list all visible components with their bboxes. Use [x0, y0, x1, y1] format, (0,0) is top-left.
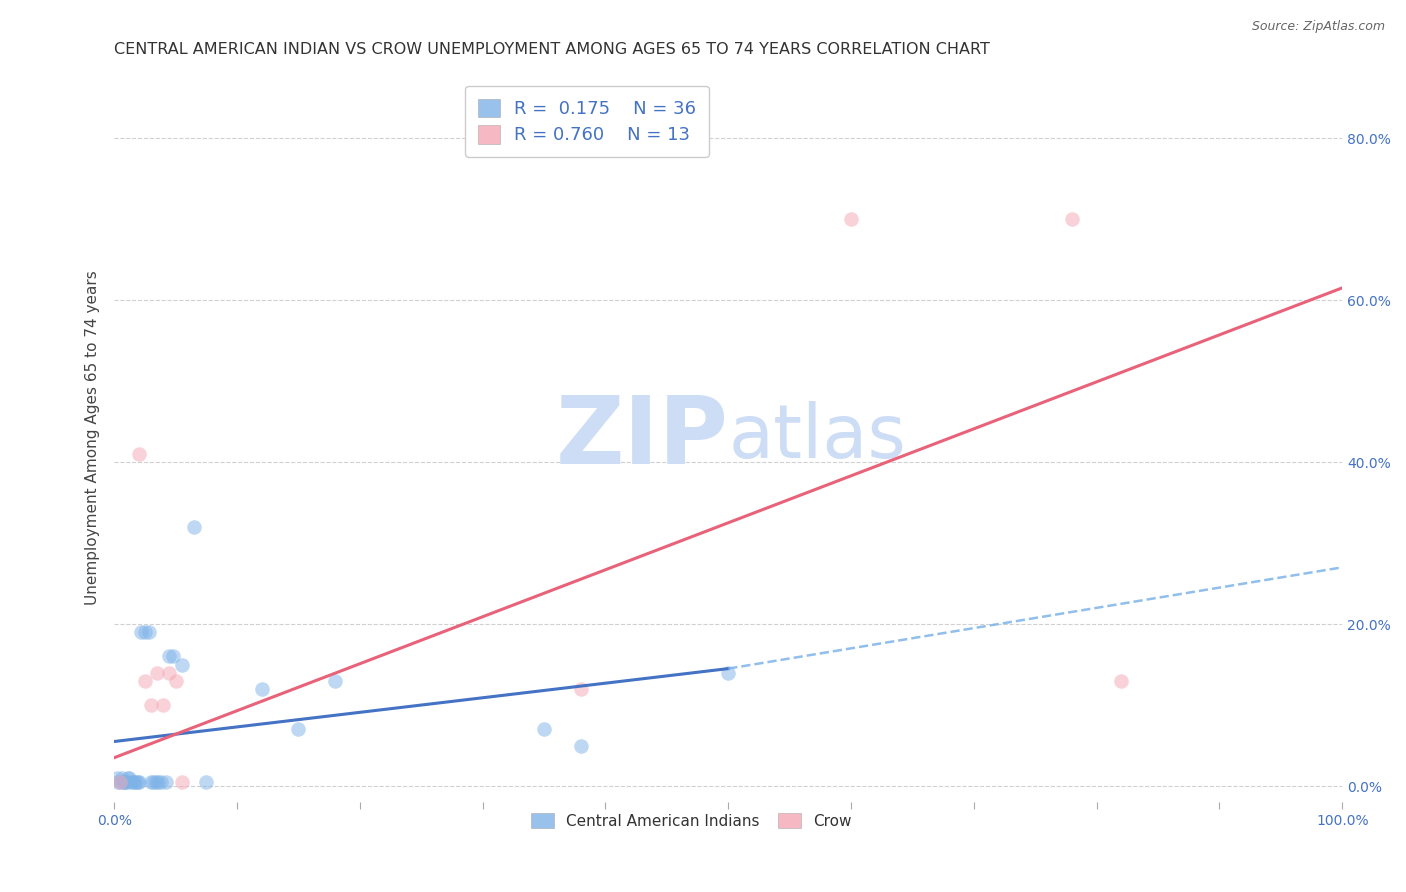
Point — [159, 649, 181, 664]
Point — [250, 681, 273, 696]
Point — [127, 775, 149, 789]
Point — [111, 775, 134, 789]
Point — [162, 649, 184, 664]
Point — [149, 775, 172, 789]
Point — [155, 775, 177, 789]
Point — [128, 775, 150, 789]
Text: Source: ZipAtlas.com: Source: ZipAtlas.com — [1251, 20, 1385, 33]
Point — [148, 775, 170, 789]
Point — [110, 771, 132, 785]
Point — [1109, 673, 1132, 688]
Y-axis label: Unemployment Among Ages 65 to 74 years: Unemployment Among Ages 65 to 74 years — [86, 270, 100, 605]
Point — [152, 698, 174, 712]
Point — [129, 625, 152, 640]
Point — [120, 775, 142, 789]
Point — [110, 775, 132, 789]
Point — [839, 212, 862, 227]
Point — [114, 775, 136, 789]
Point — [569, 681, 592, 696]
Point — [717, 665, 740, 680]
Point — [117, 771, 139, 785]
Text: atlas: atlas — [728, 401, 905, 475]
Point — [323, 673, 346, 688]
Point — [110, 775, 132, 789]
Point — [121, 775, 143, 789]
Point — [569, 739, 592, 753]
Text: CENTRAL AMERICAN INDIAN VS CROW UNEMPLOYMENT AMONG AGES 65 TO 74 YEARS CORRELATI: CENTRAL AMERICAN INDIAN VS CROW UNEMPLOY… — [114, 42, 990, 57]
Text: ZIP: ZIP — [555, 392, 728, 483]
Point — [142, 775, 165, 789]
Point — [118, 771, 141, 785]
Point — [112, 775, 135, 789]
Point — [287, 723, 309, 737]
Legend: Central American Indians, Crow: Central American Indians, Crow — [524, 806, 858, 835]
Point — [134, 673, 156, 688]
Point — [105, 771, 128, 785]
Point — [1062, 212, 1084, 227]
Point — [533, 723, 555, 737]
Point — [170, 775, 193, 789]
Point — [138, 625, 160, 640]
Point — [139, 775, 162, 789]
Point — [139, 698, 162, 712]
Point — [122, 775, 145, 789]
Point — [165, 673, 187, 688]
Point — [159, 665, 181, 680]
Point — [115, 775, 138, 789]
Point — [128, 447, 150, 461]
Point — [107, 775, 129, 789]
Point — [145, 775, 167, 789]
Point — [170, 657, 193, 672]
Point — [125, 775, 148, 789]
Point — [195, 775, 218, 789]
Point — [146, 665, 169, 680]
Point — [183, 520, 205, 534]
Point — [134, 625, 156, 640]
